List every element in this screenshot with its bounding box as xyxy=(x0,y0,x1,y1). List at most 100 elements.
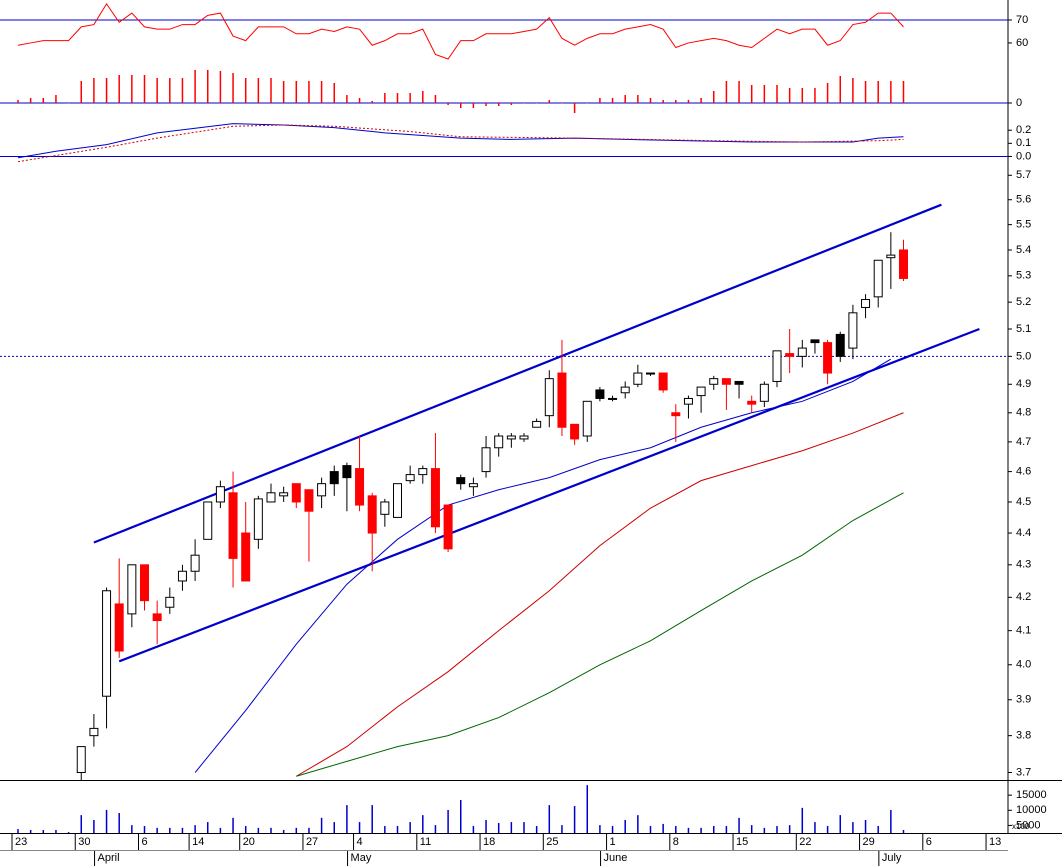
candle-body xyxy=(747,400,757,405)
y-tick-label: 60 xyxy=(1016,37,1028,49)
bar xyxy=(599,825,601,833)
bar xyxy=(472,826,475,833)
bar xyxy=(573,806,576,833)
x-tick-label: 6 xyxy=(142,836,148,848)
bar xyxy=(384,93,386,103)
bar xyxy=(523,822,525,833)
bar xyxy=(80,815,82,833)
bar xyxy=(675,826,677,833)
y-tick-label: 4.9 xyxy=(1016,378,1031,390)
bar xyxy=(864,819,867,833)
x-tick-label: 20 xyxy=(243,836,255,848)
month-label: April xyxy=(98,852,120,864)
bar xyxy=(700,98,702,103)
bar xyxy=(93,819,95,833)
candle-body xyxy=(797,347,807,357)
bar xyxy=(877,81,879,103)
bar xyxy=(371,101,373,103)
bar xyxy=(371,805,373,833)
candle-body xyxy=(102,590,112,697)
y-tick-label: 4.6 xyxy=(1016,466,1031,478)
bar xyxy=(624,95,626,103)
bar xyxy=(207,822,209,833)
bar xyxy=(295,81,298,103)
y-tick-label: 5.3 xyxy=(1016,270,1031,282)
bar xyxy=(55,95,57,103)
bar xyxy=(131,825,133,833)
bar xyxy=(156,827,158,833)
x-tick-label: 25 xyxy=(546,836,558,848)
bar xyxy=(649,826,652,833)
moving-average xyxy=(296,492,904,777)
candle-body xyxy=(696,386,706,397)
bar xyxy=(194,825,196,833)
trend-line xyxy=(118,327,980,663)
x-tick-label: 30 xyxy=(78,836,90,848)
candle-body xyxy=(646,372,655,375)
bar xyxy=(839,76,841,103)
x-tick-label: 11 xyxy=(420,836,431,848)
bar xyxy=(232,73,234,103)
bar xyxy=(282,81,285,103)
bar xyxy=(611,826,614,833)
x-tick-label: 6 xyxy=(926,836,932,848)
bar xyxy=(611,98,614,103)
bar xyxy=(244,826,247,833)
y-tick-label: 4.2 xyxy=(1016,591,1031,603)
candle-body xyxy=(823,342,833,374)
y-tick-label: 10000 xyxy=(1016,804,1047,816)
bar xyxy=(687,100,690,103)
candle-body xyxy=(873,259,883,298)
bar xyxy=(270,827,272,833)
candle-body xyxy=(215,486,225,503)
bar xyxy=(320,81,323,103)
bar xyxy=(17,100,19,103)
x-tick-label: 4 xyxy=(357,836,363,848)
bar xyxy=(801,88,804,103)
bar xyxy=(55,829,57,833)
candle-body xyxy=(620,386,630,394)
bar xyxy=(346,805,348,833)
bar xyxy=(396,826,399,833)
bar xyxy=(447,103,449,105)
candle-body xyxy=(468,483,478,488)
month-label: July xyxy=(882,852,902,864)
candle-body xyxy=(861,298,871,308)
y-tick-label: 5.6 xyxy=(1016,194,1031,206)
candle-body xyxy=(367,495,377,534)
bar xyxy=(776,826,778,833)
bar xyxy=(890,81,892,103)
candle-body xyxy=(203,501,213,540)
candle-body xyxy=(304,489,314,512)
candle-body xyxy=(342,465,352,479)
candle-body xyxy=(317,483,327,497)
bar xyxy=(93,78,95,103)
bar xyxy=(333,822,335,833)
unit-label: x100 xyxy=(1012,822,1030,831)
bar xyxy=(548,100,551,103)
candle-body xyxy=(481,447,491,473)
bar xyxy=(17,829,19,833)
bar xyxy=(826,826,829,833)
bar xyxy=(662,823,664,833)
x-tick-label: 23 xyxy=(15,836,27,848)
y-tick-label: 5000 xyxy=(1016,819,1040,831)
y-tick-label: 70 xyxy=(1016,14,1028,26)
candle-body xyxy=(582,400,592,437)
candle-body xyxy=(177,570,187,582)
candle-body xyxy=(899,249,908,279)
y-tick-label: 4.4 xyxy=(1016,527,1031,539)
month-label: June xyxy=(604,852,628,864)
bar xyxy=(497,823,500,833)
candle-body xyxy=(557,372,567,428)
bar xyxy=(814,822,816,833)
bar xyxy=(561,825,563,833)
bar xyxy=(207,70,209,103)
candle-body xyxy=(886,254,896,259)
x-tick-label: 27 xyxy=(306,836,318,848)
candle-body xyxy=(140,564,149,602)
bar xyxy=(105,809,108,833)
bar xyxy=(472,103,475,108)
candle-body xyxy=(709,378,719,385)
bar xyxy=(169,78,171,103)
